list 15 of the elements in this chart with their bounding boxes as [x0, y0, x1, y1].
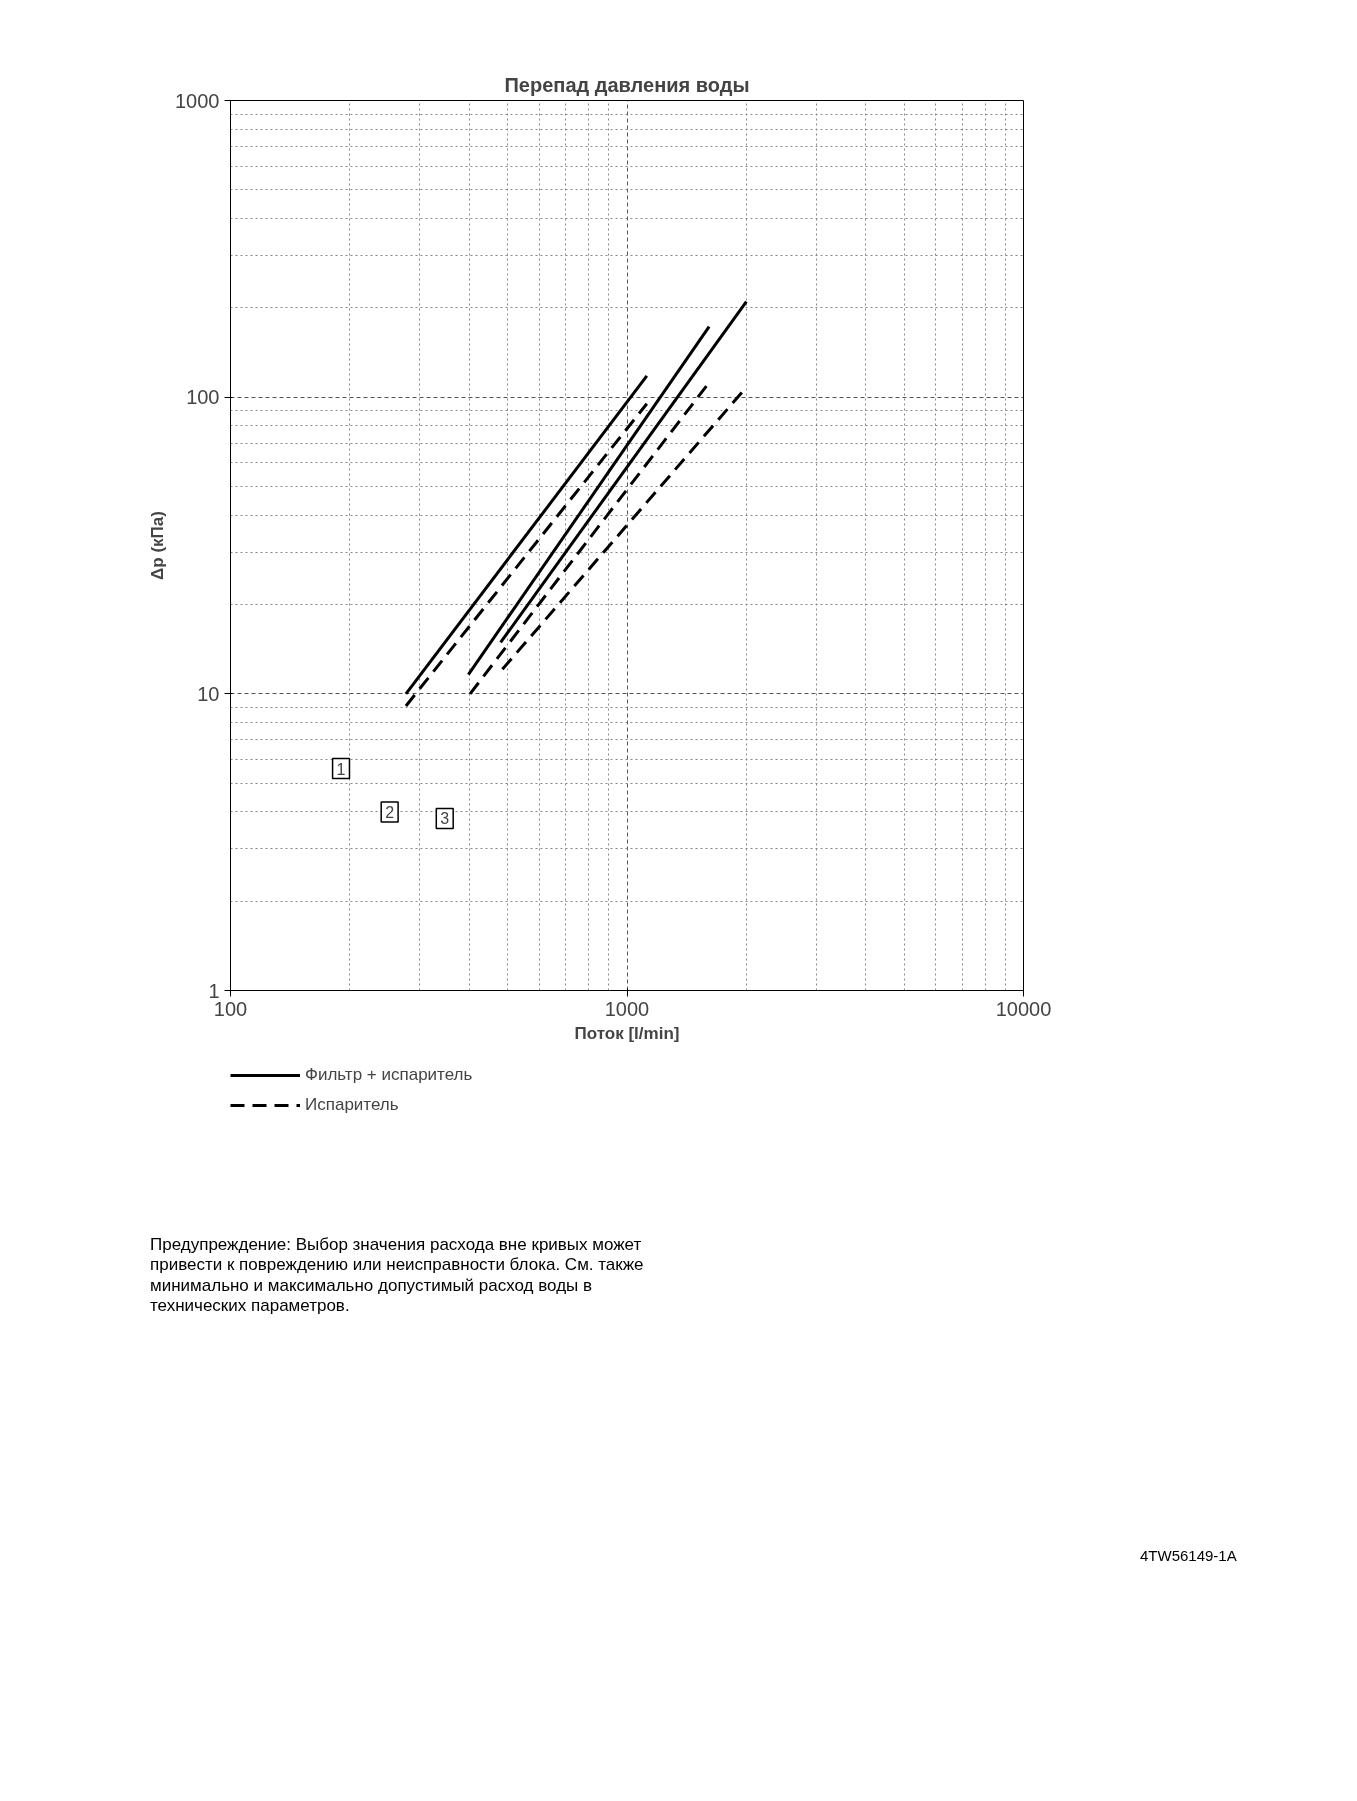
- annotation: 1: [336, 760, 346, 778]
- y-axis-title: Δp (кПа): [148, 511, 168, 580]
- y-tick-label: 1000: [175, 89, 220, 112]
- chart-title: Перепад давления воды: [504, 73, 750, 96]
- text: Предупреждение: Выбор значения расхода вне кривых может привести к повреждению или неисправности блока. См. также минимально и максимально допустимый расход воды в технических параметров.: [150, 1235, 645, 1317]
- x-tick-label: 1000: [604, 997, 650, 1020]
- x-axis-title: Поток [l/min]: [574, 1023, 680, 1043]
- annotation: 3: [440, 810, 450, 828]
- y-tick-label: 10: [197, 682, 220, 705]
- text: 4TW56149-1A: [1140, 1546, 1237, 1566]
- legend-label: Фильтр + испаритель: [305, 1065, 473, 1085]
- y-tick-label: 100: [186, 386, 220, 409]
- x-tick-label: 10000: [995, 997, 1052, 1020]
- annotation: 2: [385, 803, 395, 821]
- legend-label: Испаритель: [305, 1095, 399, 1115]
